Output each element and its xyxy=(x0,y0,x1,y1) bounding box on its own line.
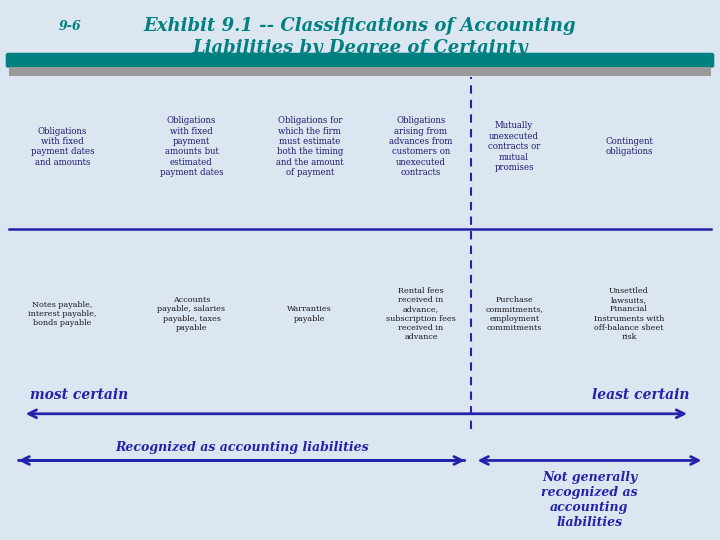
Text: Warranties
payable: Warranties payable xyxy=(287,305,332,322)
Text: Unsettled
lawsuits,
Financial
Instruments with
off-balance sheet
risk: Unsettled lawsuits, Financial Instrument… xyxy=(594,287,664,341)
Text: most certain: most certain xyxy=(30,388,128,402)
Text: 9-6: 9-6 xyxy=(59,19,81,32)
Text: Obligations
with fixed
payment dates
and amounts: Obligations with fixed payment dates and… xyxy=(30,126,94,167)
Text: Obligations for
which the firm
must estimate
both the timing
and the amount
of p: Obligations for which the firm must esti… xyxy=(276,116,343,177)
Text: Obligations
with fixed
payment
amounts but
estimated
payment dates: Obligations with fixed payment amounts b… xyxy=(160,116,223,177)
Text: least certain: least certain xyxy=(593,388,690,402)
Text: Notes payable,
interest payable,
bonds payable: Notes payable, interest payable, bonds p… xyxy=(28,301,96,327)
Text: Contingent
obligations: Contingent obligations xyxy=(605,137,653,157)
Text: Purchase
commitments,
employment
commitments: Purchase commitments, employment commitm… xyxy=(485,296,543,332)
FancyBboxPatch shape xyxy=(6,53,714,68)
Text: Exhibit 9.1 -- Classifications of Accounting: Exhibit 9.1 -- Classifications of Accoun… xyxy=(144,17,576,35)
Text: Liabilities by Degree of Certainty: Liabilities by Degree of Certainty xyxy=(192,39,528,57)
Text: Accounts
payable, salaries
payable, taxes
payable: Accounts payable, salaries payable, taxe… xyxy=(158,296,225,332)
Text: Obligations
arising from
advances from
customers on
unexecuted
contracts: Obligations arising from advances from c… xyxy=(390,116,453,177)
Text: Mutually
unexecuted
contracts or
mutual
promises: Mutually unexecuted contracts or mutual … xyxy=(488,122,541,172)
Text: Rental fees
received in
advance,
subscription fees
received in
advance: Rental fees received in advance, subscri… xyxy=(386,287,456,341)
Bar xyxy=(9,67,711,76)
Text: Not generally
recognized as
accounting
liabilities: Not generally recognized as accounting l… xyxy=(541,471,638,529)
Text: Recognized as accounting liabilities: Recognized as accounting liabilities xyxy=(115,441,369,454)
